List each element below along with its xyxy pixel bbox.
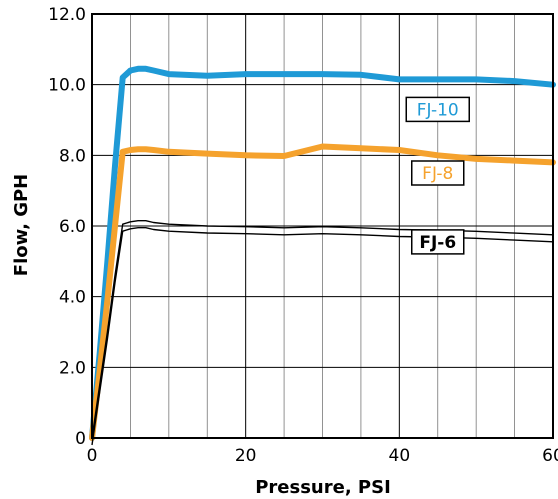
grid: [92, 14, 553, 438]
x-tick-label: 40: [389, 446, 411, 466]
y-tick-label: 2.0: [59, 358, 86, 378]
y-axis-ticks: 0 2.0 4.0 6.0 8.0 10.0 12.0: [48, 5, 86, 449]
y-axis-title: Flow, GPH: [11, 174, 32, 276]
series-labels: FJ-10 FJ-8 FJ-6: [405, 96, 470, 255]
series-label-fj-6: FJ-6: [411, 229, 465, 255]
series-label-text: FJ-8: [422, 164, 453, 184]
series-label-text: FJ-10: [417, 100, 459, 120]
series-line-fj-10: [89, 65, 556, 441]
series-line-fj-8: [89, 143, 556, 441]
x-axis-ticks: 0 20 40 60: [87, 446, 558, 466]
y-tick-label: 0: [75, 429, 86, 449]
x-tick-label: 0: [87, 446, 98, 466]
x-axis-title: Pressure, PSI: [255, 477, 391, 498]
plot-frame: [91, 13, 554, 439]
series-label-box: [405, 96, 470, 123]
y-tick-label: 10.0: [48, 76, 86, 96]
series-label-fj-8: FJ-8: [411, 160, 465, 186]
series-label-text: FJ-6: [419, 233, 456, 253]
x-tick-label: 20: [235, 446, 257, 466]
series-label-box: [411, 160, 465, 186]
series-label-box: [411, 229, 465, 255]
y-tick-label: 6.0: [59, 217, 86, 237]
y-tick-label: 4.0: [59, 288, 86, 308]
y-tick-label: 8.0: [59, 146, 86, 166]
x-tick-label: 60: [542, 446, 558, 466]
y-tick-label: 12.0: [48, 5, 86, 25]
series-label-fj-10: FJ-10: [405, 96, 470, 123]
